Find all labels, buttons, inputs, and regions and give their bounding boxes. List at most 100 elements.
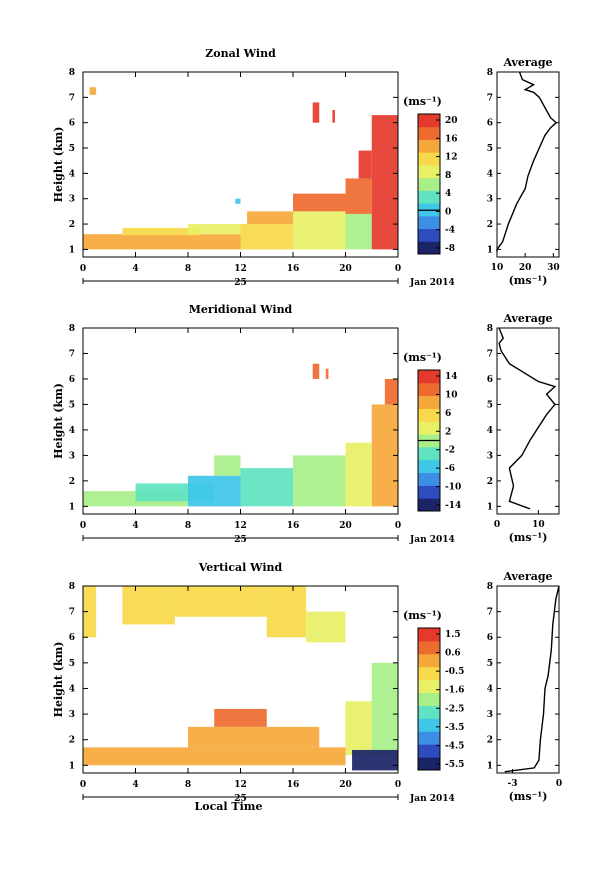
date-label: Jan 2014	[409, 535, 455, 545]
data-cell	[83, 586, 97, 638]
colorbar-swatch	[418, 152, 440, 166]
average-y-tick-label: 4	[487, 169, 493, 179]
x-tick-label: 0	[80, 780, 86, 790]
colorbar-tick-label: -4	[445, 226, 455, 236]
x-tick-label: 16	[287, 780, 300, 790]
colorbar-swatch	[418, 382, 440, 397]
colorbar-tick-label: -6	[445, 464, 455, 474]
data-cell	[293, 211, 346, 250]
colorbar-tick-label: -3.5	[445, 723, 464, 733]
data-cell	[293, 193, 346, 212]
y-tick-label: 5	[69, 400, 75, 410]
colorbar-tick-label: 2	[445, 427, 451, 437]
average-x-tick-label: 0	[494, 520, 500, 530]
y-tick-label: 7	[69, 93, 75, 103]
data-cell	[345, 442, 372, 507]
average-unit: (ms⁻¹)	[509, 274, 548, 287]
average-y-tick-label: 6	[487, 633, 493, 643]
colorbar-swatch	[418, 718, 440, 732]
data-cell	[122, 227, 202, 236]
y-tick-label: 3	[69, 710, 75, 720]
average-profile-line	[496, 71, 558, 252]
x-tick-label: 20	[339, 521, 352, 531]
average-title: Average	[502, 312, 552, 325]
x-tick-label: 20	[339, 780, 352, 790]
colorbar-tick-label: -8	[445, 244, 455, 254]
date-label: Jan 2014	[409, 278, 455, 288]
colorbar-swatch	[418, 498, 440, 512]
x-tick-label: 20	[339, 264, 352, 274]
average-y-tick-label: 1	[487, 502, 493, 512]
chart-title: Vertical Wind	[198, 561, 283, 574]
x-tick-label: 8	[185, 264, 191, 274]
y-tick-label: 4	[69, 426, 75, 436]
colorbar-swatch	[418, 666, 440, 681]
y-tick-label: 3	[69, 195, 75, 205]
colorbar-tick-label: 0	[445, 207, 451, 217]
x-axis-label: Local Time	[195, 800, 263, 813]
chart-title: Meridional Wind	[189, 303, 293, 316]
data-cell	[266, 586, 307, 638]
colorbar-swatch	[418, 485, 440, 499]
data-cell	[188, 726, 320, 748]
colorbar-tick-label: -2.5	[445, 704, 464, 714]
average-frame	[496, 327, 560, 515]
y-tick-label: 1	[69, 502, 75, 512]
colorbar-tick-label: 8	[445, 171, 451, 181]
day-label: 25	[234, 278, 247, 288]
colorbar-swatch	[418, 459, 440, 474]
average-x-tick-label: 10	[491, 263, 504, 273]
colorbar-swatch	[418, 692, 440, 706]
colorbar-tick-label: 20	[445, 116, 458, 126]
colorbar-swatch	[418, 190, 440, 204]
average-y-tick-label: 1	[487, 761, 493, 771]
average-y-tick-label: 3	[487, 451, 493, 461]
data-cell	[312, 102, 320, 123]
y-tick-label: 7	[69, 349, 75, 359]
data-cell	[214, 455, 241, 476]
y-axis-label: Height (km)	[52, 642, 65, 718]
data-cell	[214, 708, 267, 727]
data-cell	[188, 475, 241, 507]
x-tick-label: 4	[132, 521, 138, 531]
colorbar-swatch	[418, 114, 440, 128]
colorbar-swatch	[418, 395, 440, 409]
x-tick-label: 12	[234, 521, 247, 531]
y-tick-label: 8	[69, 324, 75, 334]
x-tick-label: 16	[287, 521, 300, 531]
average-unit: (ms⁻¹)	[509, 531, 548, 544]
x-tick-label: 0	[395, 264, 401, 274]
average-x-tick-label: 30	[547, 263, 560, 273]
colorbar-swatch	[418, 164, 440, 179]
x-tick-label: 8	[185, 780, 191, 790]
colorbar-tick-label: 12	[445, 153, 458, 163]
average-y-tick-label: 3	[487, 195, 493, 205]
average-x-tick-label: 20	[519, 263, 532, 273]
average-y-tick-label: 2	[487, 477, 493, 487]
colorbar-swatch	[418, 139, 440, 153]
data-cell	[174, 586, 267, 617]
colorbar-tick-label: 6	[445, 409, 451, 419]
colorbar-swatch	[418, 679, 440, 694]
data-regions	[83, 363, 398, 507]
colorbar-swatch	[418, 228, 440, 242]
data-cell	[188, 224, 241, 235]
colorbar-swatch	[418, 126, 440, 140]
data-cell	[122, 586, 175, 625]
data-cell	[332, 110, 335, 123]
colorbar-tick-label: 14	[445, 372, 458, 382]
colorbar-swatch	[418, 215, 440, 230]
data-cell	[371, 662, 398, 756]
colorbar-swatch	[418, 177, 440, 191]
colorbar-swatch	[418, 370, 440, 384]
x-tick-label: 4	[132, 780, 138, 790]
data-regions	[83, 586, 398, 771]
x-tick-label: 0	[395, 780, 401, 790]
average-unit: (ms⁻¹)	[509, 790, 548, 803]
colorbar-tick-label: -0.5	[445, 667, 464, 677]
x-tick-label: 4	[132, 264, 138, 274]
average-y-tick-label: 8	[487, 324, 493, 334]
